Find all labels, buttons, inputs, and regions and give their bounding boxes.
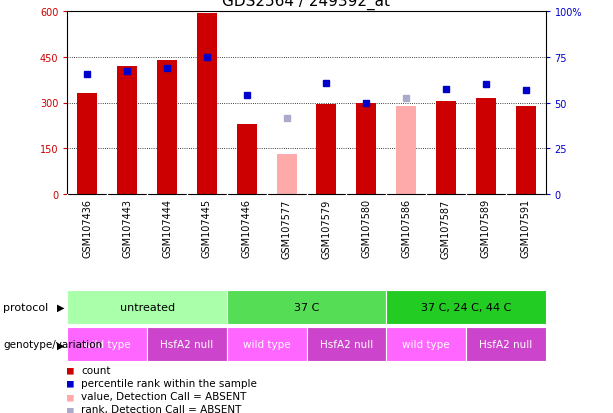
Bar xyxy=(117,67,137,194)
Title: GDS2564 / 249392_at: GDS2564 / 249392_at xyxy=(223,0,390,9)
Bar xyxy=(386,290,546,324)
Text: HsfA2 null: HsfA2 null xyxy=(479,339,532,349)
Bar xyxy=(466,328,546,361)
Bar xyxy=(386,328,466,361)
Text: ▶: ▶ xyxy=(57,302,64,312)
Text: GSM107443: GSM107443 xyxy=(122,199,132,258)
Bar xyxy=(306,328,386,361)
Bar xyxy=(436,102,456,194)
Text: untreated: untreated xyxy=(120,302,175,312)
Bar xyxy=(67,328,147,361)
Text: ■: ■ xyxy=(67,378,74,388)
Text: HsfA2 null: HsfA2 null xyxy=(161,339,213,349)
Bar xyxy=(147,328,227,361)
Text: GSM107587: GSM107587 xyxy=(441,199,451,258)
Bar xyxy=(227,290,386,324)
Text: 37 C: 37 C xyxy=(294,302,319,312)
Bar xyxy=(67,290,227,324)
Text: ■: ■ xyxy=(67,391,74,401)
Text: ■: ■ xyxy=(67,365,74,375)
Bar xyxy=(227,328,306,361)
Text: GSM107589: GSM107589 xyxy=(481,199,491,258)
Text: value, Detection Call = ABSENT: value, Detection Call = ABSENT xyxy=(81,391,246,401)
Text: GSM107444: GSM107444 xyxy=(162,199,172,258)
Text: GSM107436: GSM107436 xyxy=(82,199,93,258)
Bar xyxy=(396,106,416,194)
Text: GSM107591: GSM107591 xyxy=(520,199,531,258)
Text: GSM107445: GSM107445 xyxy=(202,199,212,258)
Bar xyxy=(77,94,97,194)
Text: GSM107580: GSM107580 xyxy=(361,199,371,258)
Bar xyxy=(476,99,496,194)
Text: ▶: ▶ xyxy=(57,339,64,349)
Text: GSM107577: GSM107577 xyxy=(281,199,292,258)
Text: wild type: wild type xyxy=(243,339,291,349)
Bar xyxy=(237,124,257,194)
Text: GSM107579: GSM107579 xyxy=(321,199,332,258)
Text: percentile rank within the sample: percentile rank within the sample xyxy=(81,378,257,388)
Text: count: count xyxy=(81,365,110,375)
Bar xyxy=(316,105,337,194)
Text: GSM107586: GSM107586 xyxy=(401,199,411,258)
Bar xyxy=(516,106,536,194)
Text: GSM107446: GSM107446 xyxy=(242,199,252,258)
Bar xyxy=(356,103,376,194)
Bar xyxy=(276,155,297,194)
Text: rank, Detection Call = ABSENT: rank, Detection Call = ABSENT xyxy=(81,404,242,413)
Bar xyxy=(197,14,217,194)
Text: wild type: wild type xyxy=(402,339,450,349)
Text: wild type: wild type xyxy=(83,339,131,349)
Text: protocol: protocol xyxy=(3,302,48,312)
Text: 37 C, 24 C, 44 C: 37 C, 24 C, 44 C xyxy=(421,302,511,312)
Bar xyxy=(157,61,177,194)
Text: HsfA2 null: HsfA2 null xyxy=(320,339,373,349)
Text: genotype/variation: genotype/variation xyxy=(3,339,102,349)
Text: ■: ■ xyxy=(67,404,74,413)
